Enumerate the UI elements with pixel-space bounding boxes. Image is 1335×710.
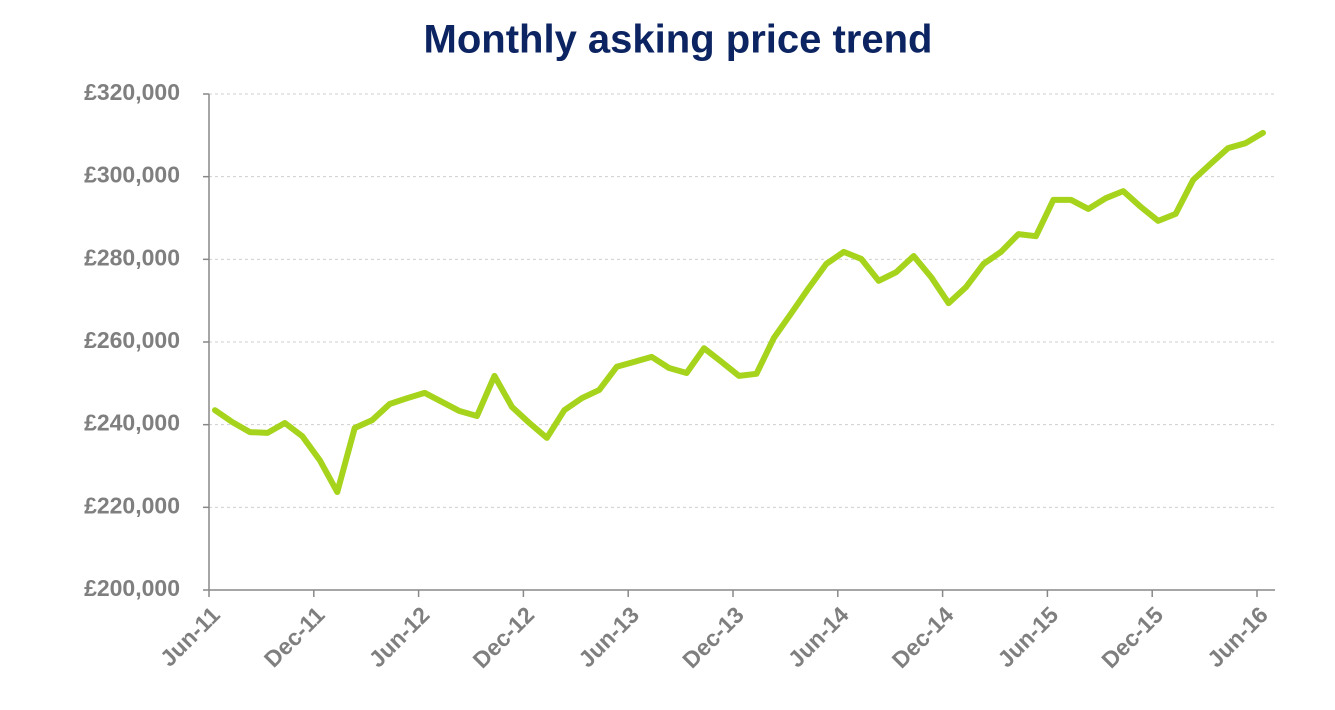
x-tick-label: Jun-13 xyxy=(573,601,644,672)
x-tick-label: Jun-16 xyxy=(1202,601,1273,672)
x-tick-label: Jun-14 xyxy=(783,601,854,672)
x-tick-label: Jun-15 xyxy=(992,601,1063,672)
y-tick-label: £260,000 xyxy=(84,327,180,353)
line-series xyxy=(212,129,1266,496)
y-tick-label: £320,000 xyxy=(84,79,180,105)
chart-title: Monthly asking price trend xyxy=(424,18,933,62)
x-tick-label: Dec-15 xyxy=(1096,601,1168,673)
x-tick-label: Dec-13 xyxy=(677,601,749,673)
y-tick-label: £300,000 xyxy=(84,162,180,188)
y-tick-label: £220,000 xyxy=(84,492,180,518)
y-tick-label: £280,000 xyxy=(84,244,180,270)
x-tick-label: Jun-12 xyxy=(364,601,435,672)
x-tick-label: Dec-14 xyxy=(887,601,959,673)
x-tick-label: Dec-12 xyxy=(468,601,540,673)
x-tick-label: Jun-11 xyxy=(155,601,225,671)
y-tick-label: £200,000 xyxy=(84,575,180,601)
x-tick-label: Dec-11 xyxy=(259,601,330,672)
y-tick-label: £240,000 xyxy=(84,410,180,436)
